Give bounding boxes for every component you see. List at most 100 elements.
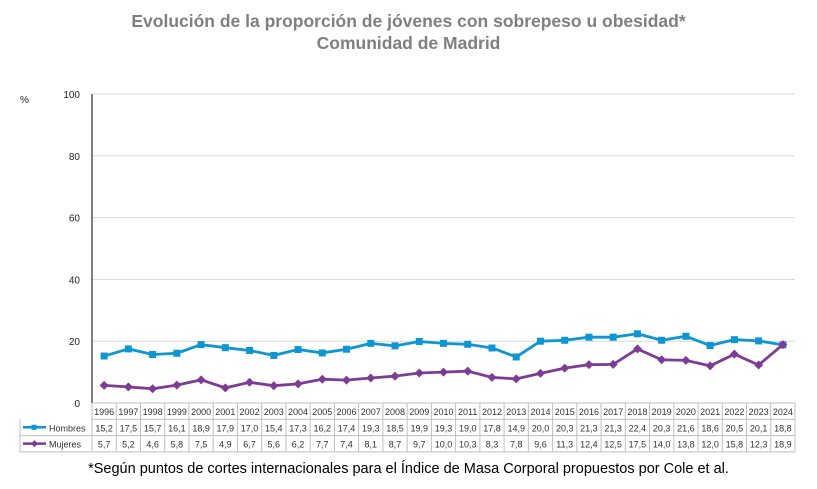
data-label: 8,7 [389,440,402,450]
x-tick-label: 2011 [458,407,477,417]
x-tick-label: 2018 [627,407,647,417]
data-label: 8,3 [486,440,499,450]
data-label: 15,2 [95,423,113,433]
x-tick-label: 2024 [773,407,793,417]
data-label: 22,4 [629,423,647,433]
data-point-mujeres [148,384,158,394]
data-label: 18,6 [701,423,719,433]
x-tick-label: 2020 [676,407,696,417]
data-point-mujeres [705,361,715,371]
data-label: 19,3 [362,423,380,433]
data-label: 5,6 [268,440,281,450]
data-label: 20,3 [653,423,671,433]
data-point-mujeres [414,368,424,378]
data-label: 20,0 [532,423,550,433]
data-point-mujeres [778,340,788,350]
y-tick-label: 0 [74,399,80,410]
data-point-mujeres [317,374,327,384]
data-label: 18,5 [386,423,404,433]
data-label: 5,2 [122,440,135,450]
data-label: 5,8 [171,440,184,450]
x-tick-label: 2009 [409,407,429,417]
data-point-mujeres [487,372,497,382]
data-label: 17,8 [483,423,501,433]
data-label: 17,0 [241,423,259,433]
legend-marker [31,424,37,430]
data-label: 10,3 [459,440,477,450]
data-point-mujeres [463,366,473,376]
data-point-hombres [221,344,229,352]
data-label: 18,9 [774,440,792,450]
data-point-hombres [488,344,496,352]
data-label: 4,6 [146,440,159,450]
y-tick-label: 60 [69,214,81,225]
data-label: 7,4 [340,440,353,450]
data-label: 7,7 [316,440,329,450]
x-tick-label: 2005 [312,407,332,417]
data-label: 7,8 [510,440,523,450]
data-label: 20,3 [556,423,574,433]
data-point-hombres [270,351,278,359]
chart-title: Evolución de la proporción de jóvenes co… [131,11,686,31]
data-point-mujeres [681,355,691,365]
data-label: 20,1 [750,423,768,433]
data-point-hombres [561,336,569,344]
x-tick-label: 2015 [555,407,575,417]
data-label: 19,0 [459,423,477,433]
y-tick-label: 20 [69,337,81,348]
data-label: 9,7 [413,440,426,450]
data-point-hombres [658,336,666,344]
data-point-hombres [391,342,399,350]
data-point-mujeres [729,349,739,359]
x-tick-label: 2006 [337,407,357,417]
y-tick-label: 40 [69,275,81,286]
data-point-mujeres [172,380,182,390]
data-point-hombres [682,332,690,340]
x-tick-label: 2002 [240,407,260,417]
data-label: 18,8 [774,423,792,433]
data-label: 14,9 [507,423,525,433]
data-label: 21,3 [580,423,598,433]
data-label: 12,0 [701,440,719,450]
x-tick-label: 2019 [652,407,672,417]
x-tick-label: 2004 [288,407,308,417]
data-label: 7,5 [195,440,208,450]
data-point-hombres [197,341,205,349]
data-label: 12,5 [604,440,622,450]
data-label: 17,5 [629,440,647,450]
data-label: 13,8 [677,440,695,450]
y-tick-label: 80 [69,152,81,163]
x-tick-label: 2012 [482,407,502,417]
data-point-hombres [706,342,714,350]
data-point-mujeres [293,379,303,389]
data-label: 18,9 [192,423,210,433]
x-tick-label: 1999 [167,407,187,417]
data-point-hombres [367,339,375,347]
data-label: 19,9 [410,423,428,433]
data-label: 5,7 [98,440,111,450]
data-label: 17,5 [120,423,138,433]
x-tick-label: 2021 [700,407,720,417]
legend-label: Hombres [49,423,86,433]
x-tick-label: 2016 [579,407,599,417]
data-point-hombres [633,330,641,338]
x-tick-label: 2000 [191,407,211,417]
data-point-hombres [149,350,157,358]
x-tick-label: 2023 [749,407,769,417]
data-point-hombres [609,333,617,341]
data-point-mujeres [390,371,400,381]
data-point-hombres [512,353,520,361]
data-point-hombres [730,336,738,344]
data-point-hombres [755,337,763,345]
data-label: 10,0 [435,440,453,450]
data-point-mujeres [245,377,255,387]
data-label: 8,1 [365,440,378,450]
data-point-hombres [100,352,108,360]
data-point-mujeres [657,355,667,365]
data-point-mujeres [632,344,642,354]
data-label: 15,7 [144,423,162,433]
data-point-hombres [464,340,472,348]
data-label: 14,0 [653,440,671,450]
x-tick-label: 2017 [603,407,623,417]
data-label: 9,6 [534,440,547,450]
